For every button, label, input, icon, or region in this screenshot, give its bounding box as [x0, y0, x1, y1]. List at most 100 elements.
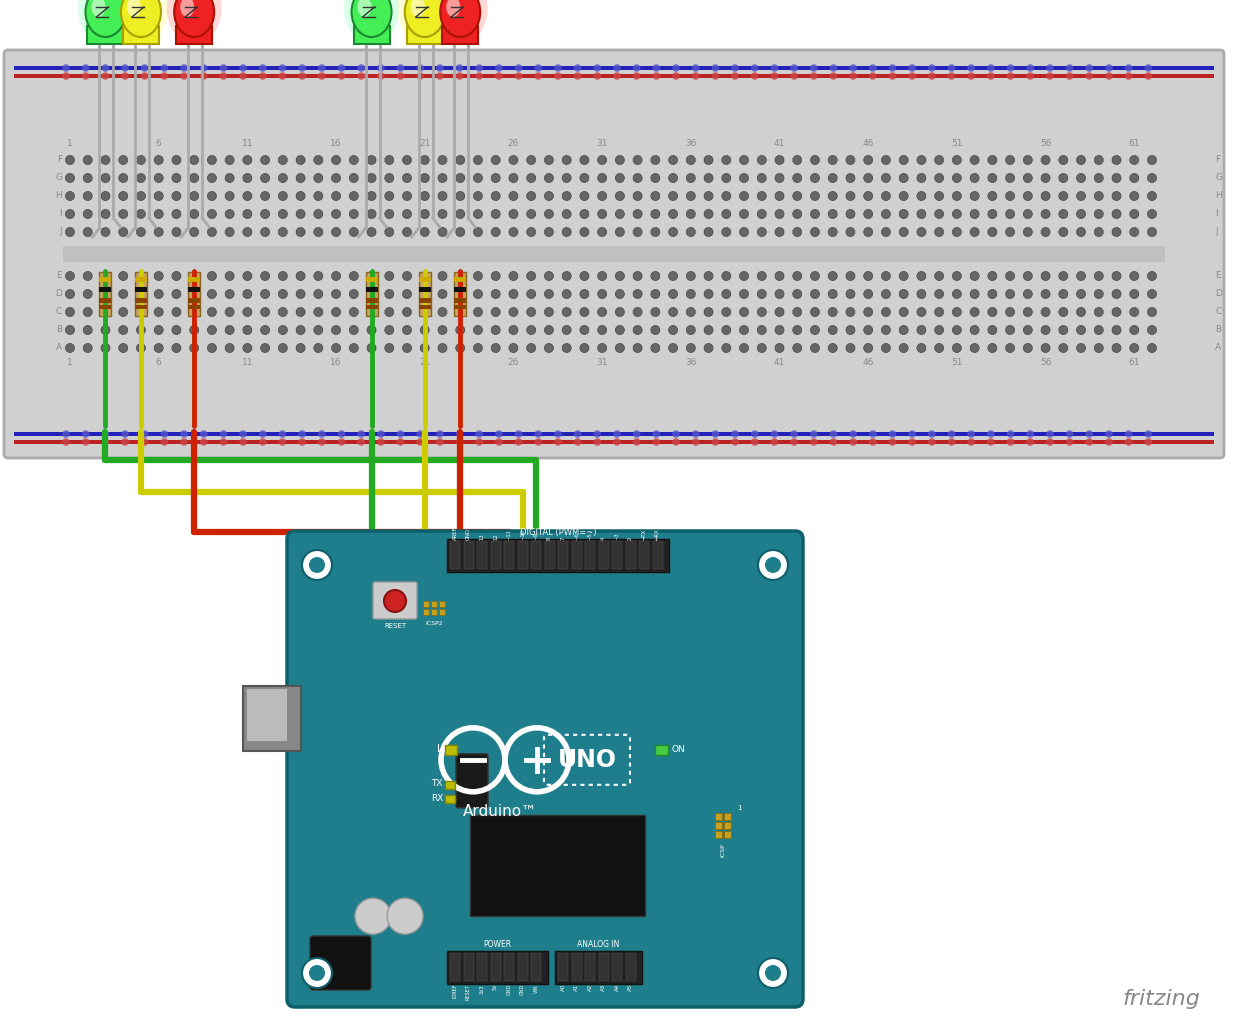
Circle shape: [226, 191, 234, 201]
Circle shape: [917, 290, 926, 299]
Circle shape: [101, 227, 110, 237]
Circle shape: [810, 227, 820, 237]
Circle shape: [118, 326, 128, 335]
Circle shape: [899, 271, 909, 281]
Circle shape: [899, 290, 909, 299]
Circle shape: [358, 73, 365, 80]
Circle shape: [704, 156, 713, 165]
Circle shape: [81, 430, 90, 438]
Circle shape: [1026, 73, 1034, 80]
Circle shape: [948, 65, 956, 72]
Circle shape: [473, 326, 482, 335]
Circle shape: [952, 210, 962, 218]
Bar: [598, 541, 609, 569]
Circle shape: [1148, 173, 1157, 182]
Circle shape: [534, 430, 543, 438]
Circle shape: [850, 438, 857, 445]
Circle shape: [1006, 227, 1015, 237]
Text: ~3: ~3: [614, 532, 619, 540]
Circle shape: [367, 173, 376, 182]
Bar: [445, 744, 457, 755]
Circle shape: [456, 307, 465, 316]
Circle shape: [598, 210, 607, 218]
Circle shape: [200, 430, 207, 438]
Circle shape: [687, 156, 695, 165]
Text: ON: ON: [671, 745, 684, 755]
Circle shape: [651, 227, 660, 237]
Circle shape: [402, 227, 412, 237]
Circle shape: [239, 65, 247, 72]
Circle shape: [757, 227, 766, 237]
Circle shape: [1041, 326, 1051, 335]
Circle shape: [562, 210, 571, 218]
Circle shape: [633, 65, 640, 72]
Circle shape: [118, 343, 128, 352]
Circle shape: [1112, 343, 1121, 352]
Circle shape: [668, 173, 678, 182]
Circle shape: [968, 438, 975, 445]
Circle shape: [704, 210, 713, 218]
Circle shape: [296, 343, 305, 352]
Circle shape: [554, 438, 562, 445]
Text: I: I: [59, 210, 62, 218]
Circle shape: [243, 290, 252, 299]
Circle shape: [349, 343, 359, 352]
Circle shape: [615, 227, 624, 237]
Circle shape: [171, 343, 181, 352]
Circle shape: [1023, 227, 1032, 237]
Circle shape: [456, 271, 465, 281]
Circle shape: [771, 438, 778, 445]
Circle shape: [296, 227, 305, 237]
Bar: [612, 541, 621, 569]
Circle shape: [515, 438, 523, 445]
Circle shape: [764, 557, 780, 573]
Text: H: H: [55, 191, 62, 201]
Circle shape: [652, 65, 660, 72]
Circle shape: [554, 430, 562, 438]
Circle shape: [526, 156, 535, 165]
Circle shape: [226, 210, 234, 218]
Circle shape: [668, 227, 678, 237]
Circle shape: [1059, 290, 1068, 299]
Circle shape: [850, 430, 857, 438]
Text: 26: 26: [508, 139, 519, 148]
Circle shape: [1007, 65, 1015, 72]
Circle shape: [296, 326, 305, 335]
Circle shape: [243, 307, 252, 316]
Text: A4: A4: [614, 984, 619, 991]
Circle shape: [970, 326, 979, 335]
Circle shape: [882, 326, 890, 335]
Text: 6: 6: [155, 139, 162, 148]
Circle shape: [226, 307, 234, 316]
Circle shape: [367, 227, 376, 237]
Circle shape: [438, 173, 448, 182]
Text: 36: 36: [686, 139, 697, 148]
Circle shape: [385, 227, 393, 237]
Circle shape: [899, 173, 909, 182]
Circle shape: [101, 65, 110, 72]
Circle shape: [367, 290, 376, 299]
Circle shape: [810, 271, 820, 281]
Circle shape: [190, 271, 199, 281]
Bar: [652, 541, 662, 569]
Bar: [419, 305, 430, 309]
Circle shape: [509, 290, 518, 299]
Circle shape: [562, 271, 571, 281]
Circle shape: [279, 430, 286, 438]
Text: C: C: [55, 307, 62, 316]
Circle shape: [704, 173, 713, 182]
Circle shape: [456, 430, 464, 438]
Ellipse shape: [78, 0, 133, 44]
Circle shape: [668, 343, 678, 352]
Circle shape: [652, 438, 660, 445]
Circle shape: [318, 430, 326, 438]
Circle shape: [402, 156, 412, 165]
Circle shape: [1076, 210, 1085, 218]
Circle shape: [121, 430, 128, 438]
Circle shape: [554, 73, 562, 80]
Circle shape: [1094, 156, 1104, 165]
FancyBboxPatch shape: [456, 754, 488, 808]
Circle shape: [554, 65, 562, 72]
Circle shape: [526, 290, 535, 299]
Circle shape: [81, 73, 90, 80]
